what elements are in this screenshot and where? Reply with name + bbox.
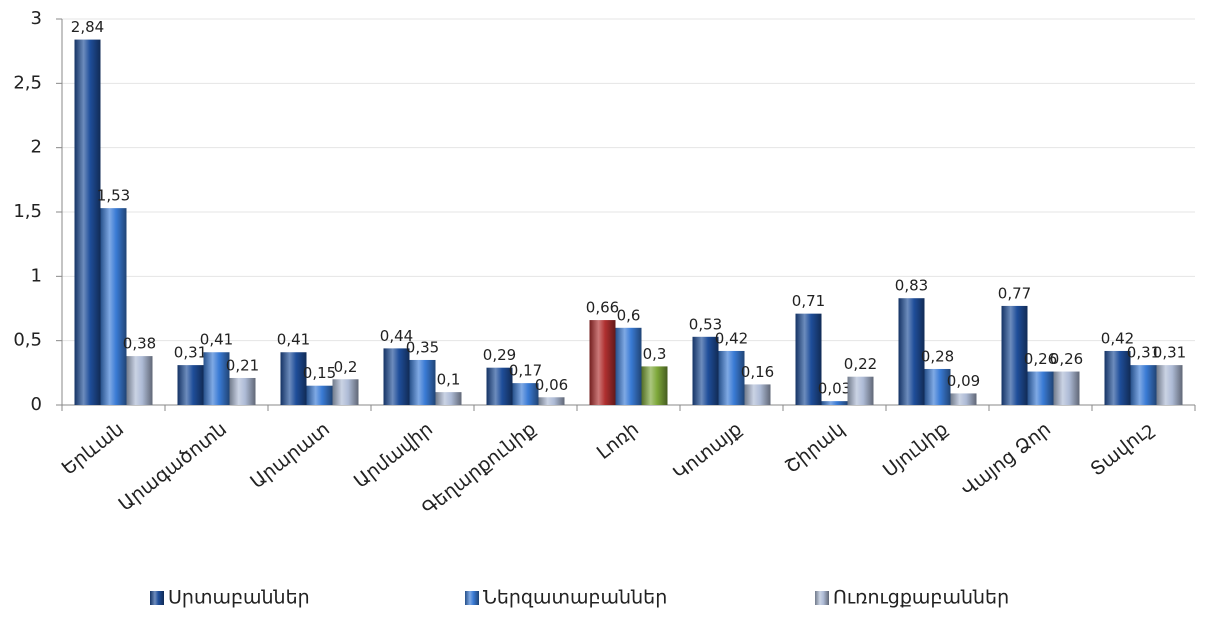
x-tick-label: Վայոց Ձոր bbox=[957, 418, 1055, 501]
bar bbox=[177, 365, 204, 405]
value-label: 0,15 bbox=[303, 364, 336, 382]
y-tick-label: 2,5 bbox=[13, 72, 42, 93]
value-label: 1,53 bbox=[97, 187, 130, 205]
value-label: 0,42 bbox=[715, 329, 748, 347]
bar bbox=[744, 384, 771, 405]
value-label: 0,31 bbox=[1127, 344, 1160, 362]
bar bbox=[950, 393, 977, 405]
value-label: 0,6 bbox=[617, 306, 641, 324]
bar bbox=[435, 392, 462, 405]
value-label: 0,83 bbox=[895, 277, 928, 295]
value-label: 0,38 bbox=[123, 335, 156, 353]
bar bbox=[74, 39, 101, 405]
x-tick-label: Շիրակ bbox=[781, 418, 849, 478]
value-label: 0,41 bbox=[200, 331, 233, 349]
value-label: 0,42 bbox=[1101, 329, 1134, 347]
value-label: 0,21 bbox=[226, 356, 259, 374]
value-label: 0,16 bbox=[741, 363, 774, 381]
y-tick-label: 3 bbox=[31, 8, 42, 29]
bar bbox=[718, 350, 745, 405]
value-label: 0,26 bbox=[1050, 350, 1083, 368]
bar bbox=[203, 352, 230, 405]
x-tick-label: Սյունիք bbox=[879, 418, 952, 482]
x-tick-label: Կոտայք bbox=[669, 418, 746, 485]
value-label: 0,17 bbox=[509, 362, 542, 380]
bar bbox=[1001, 305, 1028, 405]
legend-label: Սրտաբաններ bbox=[168, 587, 310, 609]
bar bbox=[641, 366, 668, 405]
value-label: 0,44 bbox=[380, 327, 413, 345]
bar bbox=[486, 367, 513, 405]
bar bbox=[1130, 365, 1157, 405]
value-label: 0,41 bbox=[277, 331, 310, 349]
bar bbox=[409, 359, 436, 405]
value-label: 0,3 bbox=[643, 345, 667, 363]
y-tick-label: 1,5 bbox=[13, 201, 42, 222]
legend-label: Ուռուցքաբաններ bbox=[833, 587, 1009, 609]
y-tick-label: 1 bbox=[31, 265, 42, 286]
bar bbox=[589, 320, 616, 405]
bar bbox=[924, 368, 951, 405]
value-label: 0,31 bbox=[174, 344, 207, 362]
bar bbox=[306, 385, 333, 405]
bar bbox=[280, 352, 307, 405]
value-label: 0,28 bbox=[921, 347, 954, 365]
x-tick-label: Արմավիր bbox=[350, 418, 437, 493]
value-label: 0,71 bbox=[792, 292, 825, 310]
value-label: 0,22 bbox=[844, 355, 877, 373]
y-tick-label: 2 bbox=[31, 137, 42, 158]
legend-swatch bbox=[150, 591, 164, 605]
bar bbox=[898, 298, 925, 405]
bar bbox=[1104, 350, 1131, 405]
x-tick-label: Լոռի bbox=[593, 418, 643, 464]
value-label: 0,66 bbox=[586, 299, 619, 317]
value-label: 0,77 bbox=[998, 284, 1031, 302]
value-label: 0,03 bbox=[818, 380, 851, 398]
x-tick-label: Արագածոտն bbox=[115, 418, 231, 516]
x-tick-label: Արարատ bbox=[246, 418, 334, 493]
bar bbox=[821, 401, 848, 405]
y-tick-label: 0,5 bbox=[13, 330, 42, 351]
bar bbox=[1053, 371, 1080, 405]
x-tick-label: Տավուշ bbox=[1086, 418, 1158, 481]
y-tick-label: 0 bbox=[31, 394, 42, 415]
value-label: 0,2 bbox=[334, 358, 358, 376]
x-tick-label: Գեղարքունիք bbox=[418, 418, 540, 520]
value-label: 0,1 bbox=[437, 371, 461, 389]
value-label: 0,06 bbox=[535, 376, 568, 394]
bar bbox=[332, 379, 359, 405]
value-label: 0,26 bbox=[1024, 350, 1057, 368]
x-tick-label: Երևան bbox=[58, 418, 128, 480]
legend-swatch bbox=[465, 591, 479, 605]
legend-swatch bbox=[815, 591, 829, 605]
value-label: 0,35 bbox=[406, 338, 439, 356]
bar bbox=[512, 383, 539, 405]
bar bbox=[615, 327, 642, 405]
bar bbox=[795, 313, 822, 405]
bar bbox=[538, 397, 565, 405]
bar bbox=[1156, 365, 1183, 405]
legend-label: Ներզատաբաններ bbox=[483, 587, 667, 609]
bar bbox=[229, 377, 256, 405]
bar bbox=[126, 356, 153, 405]
value-label: 2,84 bbox=[71, 18, 104, 36]
bar bbox=[100, 208, 127, 405]
value-label: 0,09 bbox=[947, 372, 980, 390]
bar bbox=[1027, 371, 1054, 405]
bar bbox=[847, 376, 874, 405]
value-label: 0,29 bbox=[483, 346, 516, 364]
value-label: 0,53 bbox=[689, 315, 722, 333]
bar bbox=[692, 336, 719, 405]
value-label: 0,31 bbox=[1153, 344, 1186, 362]
bar bbox=[383, 348, 410, 405]
